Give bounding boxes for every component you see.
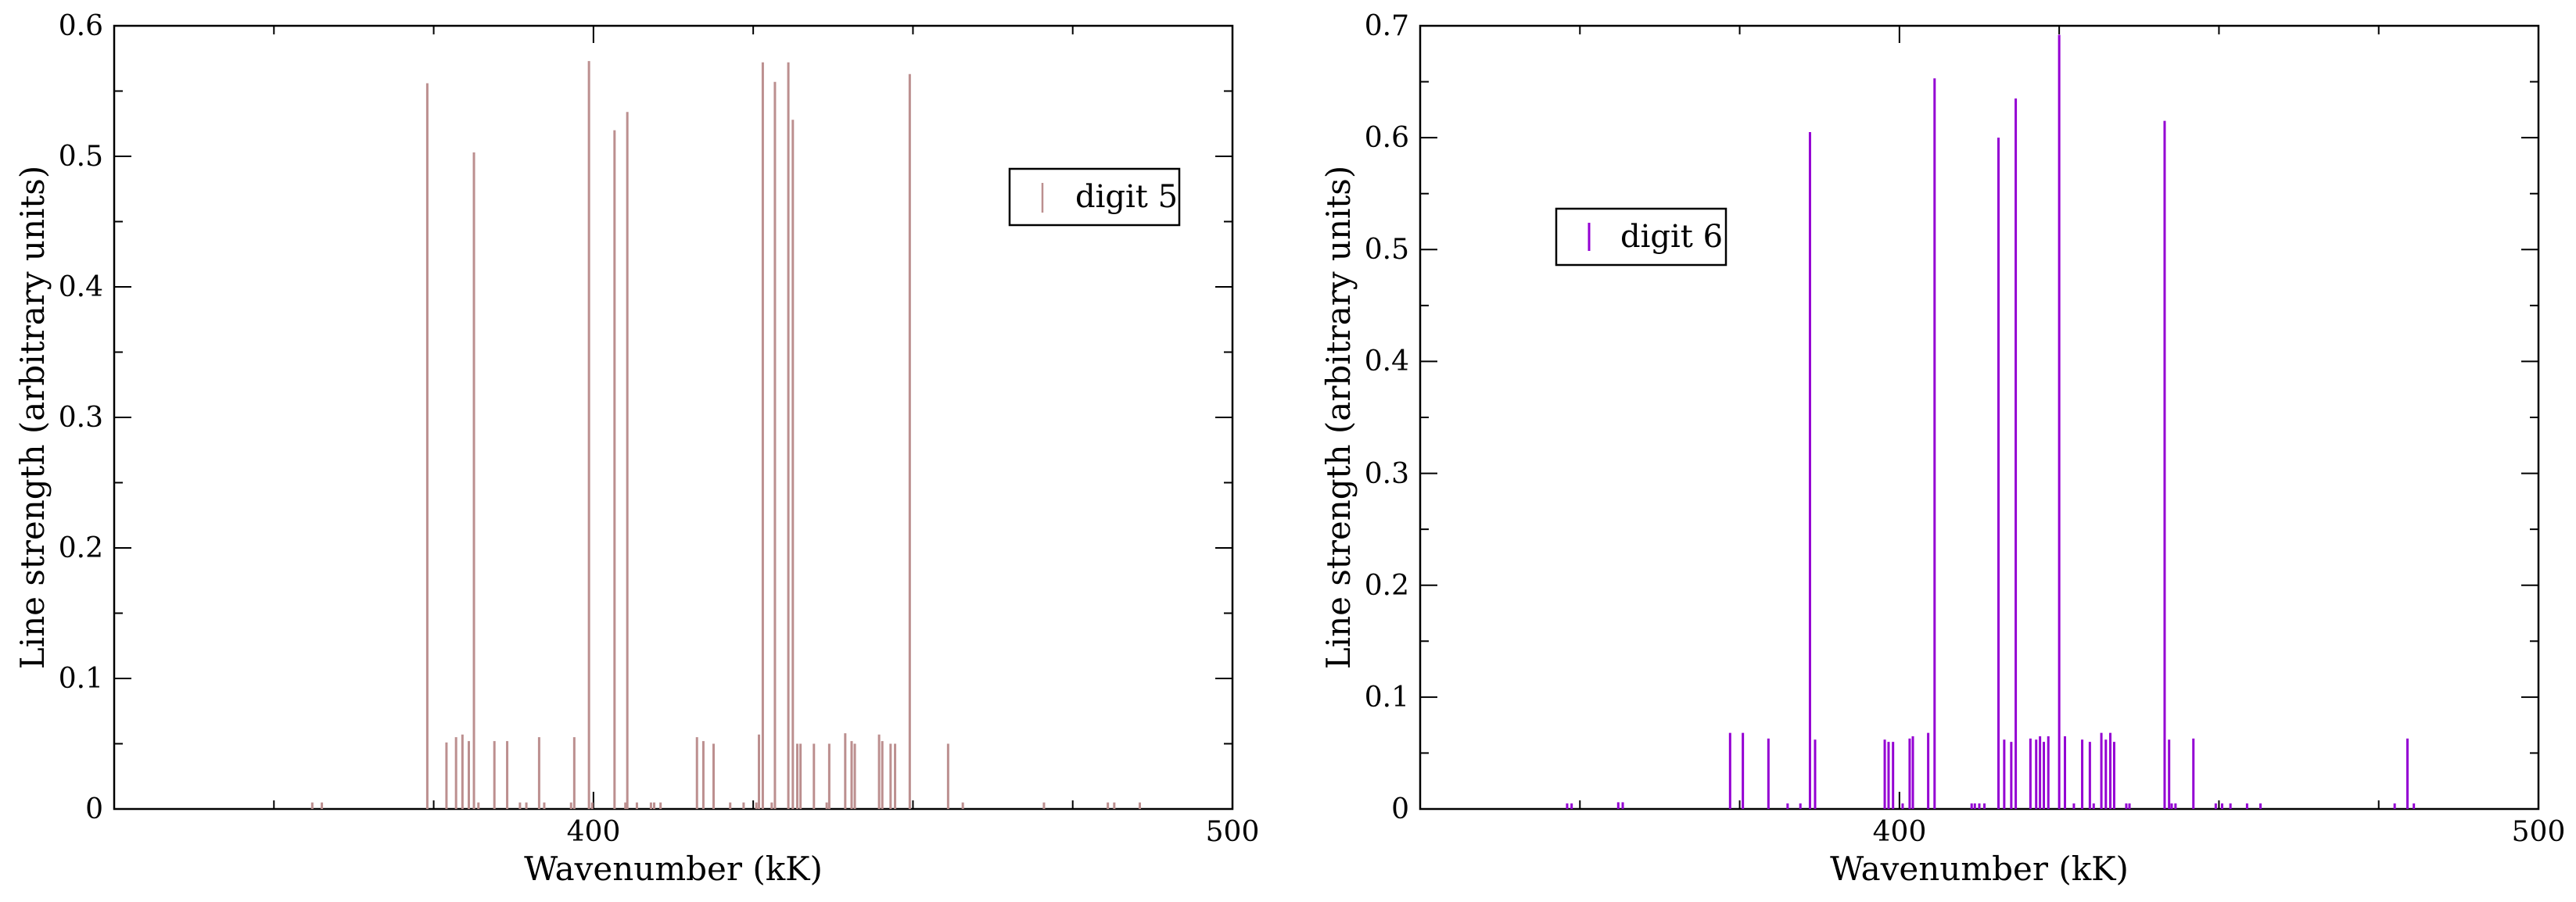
y-tick-label: 0.1 xyxy=(1365,682,1409,714)
x-axis-title: Wavenumber (kK) xyxy=(1830,850,2129,888)
legend: digit 5 xyxy=(1008,167,1181,227)
y-tick-label: 0.5 xyxy=(59,141,103,173)
y-tick-label: 0 xyxy=(1391,793,1409,825)
y-tick-label: 0.2 xyxy=(1365,570,1409,602)
y-tick-label: 0.4 xyxy=(1365,345,1409,378)
x-tick-label: 500 xyxy=(2512,816,2566,848)
spectral-lines xyxy=(310,61,1142,809)
plot-frame xyxy=(113,24,1234,811)
y-tick-label: 0.1 xyxy=(59,663,103,695)
axis-ticks xyxy=(1419,25,2539,810)
y-tick-label: 0.4 xyxy=(59,271,103,303)
y-axis-title: Line strength (arbitrary units) xyxy=(1319,166,1358,669)
legend-label: digit 6 xyxy=(1620,219,1723,255)
x-tick-label: 500 xyxy=(1206,816,1260,848)
y-tick-label: 0 xyxy=(85,793,103,825)
y-tick-label: 0.6 xyxy=(1365,122,1409,154)
x-tick-label: 400 xyxy=(567,816,621,848)
legend-box xyxy=(1008,167,1181,227)
plot-frame xyxy=(1419,24,2540,811)
legend-label: digit 5 xyxy=(1075,179,1178,215)
x-tick-label: 400 xyxy=(1873,816,1927,848)
legend-box xyxy=(1555,207,1727,267)
y-tick-label: 0.3 xyxy=(59,402,103,434)
y-tick-label: 0.7 xyxy=(1365,10,1409,42)
legend: digit 6 xyxy=(1555,207,1727,267)
y-axis-title: Line strength (arbitrary units) xyxy=(13,166,52,669)
y-tick-label: 0.6 xyxy=(59,10,103,42)
x-axis-title: Wavenumber (kK) xyxy=(524,850,823,888)
axis-ticks xyxy=(113,25,1233,810)
y-tick-label: 0.2 xyxy=(59,532,103,564)
chart-panel-digit-5: 0 0.1 0.2 0.3 0.4 0.5 0.6 400 500 Wavenu… xyxy=(13,10,1259,888)
y-tick-label: 0.5 xyxy=(1365,234,1409,266)
chart-panel-digit-6: 0 0.1 0.2 0.3 0.4 0.5 0.6 0.7 400 500 Wa… xyxy=(1319,10,2565,888)
spectral-lines xyxy=(1566,34,2416,809)
y-tick-label: 0.3 xyxy=(1365,458,1409,490)
